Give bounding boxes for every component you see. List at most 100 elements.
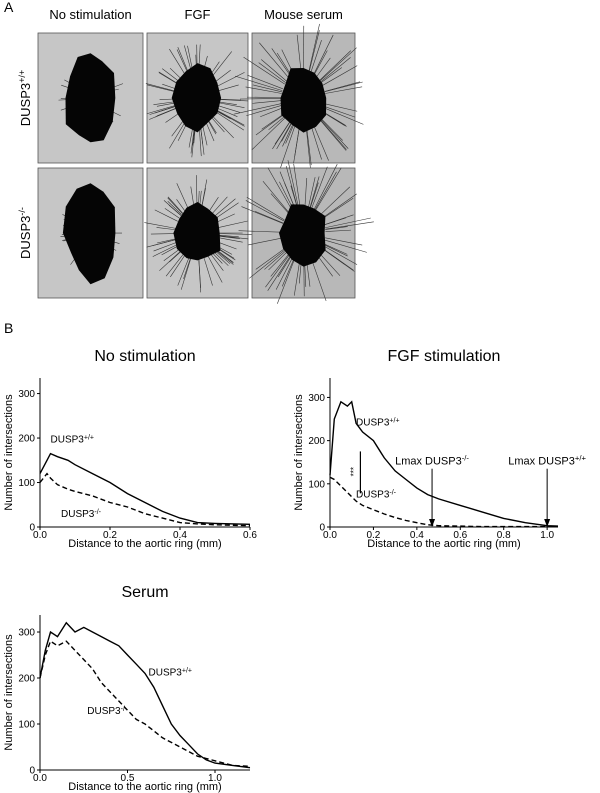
- sprout: [252, 84, 283, 93]
- sprout: [319, 50, 352, 81]
- panel-label: B: [4, 320, 13, 336]
- sprout: [207, 255, 223, 283]
- sprout: [218, 220, 248, 228]
- sprout: [254, 210, 284, 224]
- sprout: [158, 72, 179, 85]
- chart-title: Serum: [121, 584, 168, 601]
- sprout: [279, 122, 297, 170]
- y-tick-label: 0: [29, 766, 35, 777]
- sprout: [146, 104, 177, 115]
- sprout: [251, 115, 288, 151]
- sprout: [267, 254, 292, 291]
- sprout: [318, 117, 347, 150]
- sprout: [154, 209, 178, 222]
- chart-title: No stimulation: [94, 348, 195, 365]
- sprout: [167, 201, 182, 215]
- sprout: [305, 124, 311, 169]
- sprout: [216, 110, 231, 120]
- sprout: [214, 249, 231, 264]
- label-text: DUSP3: [18, 83, 33, 126]
- label-text: DUSP3: [87, 706, 121, 717]
- sprout: [171, 119, 185, 137]
- x-tick-label: 0.4: [410, 530, 424, 541]
- column-header: Mouse serum: [264, 7, 343, 22]
- sprout: [308, 177, 316, 208]
- sprout: [267, 167, 293, 211]
- sprout: [210, 253, 224, 271]
- series-line: [329, 476, 558, 528]
- sprout: [246, 104, 283, 117]
- sprout: [324, 217, 371, 229]
- sprout: [252, 100, 282, 104]
- aortic-ring: [279, 204, 326, 267]
- sprout: [324, 81, 363, 92]
- y-tick-label: 300: [308, 393, 325, 404]
- sprout: [183, 257, 191, 279]
- x-tick-label: 0.4: [173, 530, 187, 541]
- sprout: [261, 59, 287, 82]
- y-tick-label: 200: [18, 434, 35, 445]
- sprout: [245, 200, 285, 222]
- sprout: [218, 105, 241, 113]
- label-superscript: -/-: [94, 509, 101, 516]
- sprout: [245, 86, 282, 94]
- label-text: DUSP3: [149, 668, 183, 679]
- aortic-ring: [65, 53, 116, 143]
- sprout: [163, 200, 182, 216]
- label-text: DUSP3: [61, 509, 95, 520]
- sprout: [255, 247, 286, 270]
- sprout: [309, 176, 320, 208]
- sprout: [290, 185, 298, 208]
- y-axis-label: Number of intersections: [3, 394, 15, 511]
- chart-title: FGF stimulation: [388, 348, 501, 365]
- sprout: [320, 57, 351, 82]
- sprout: [219, 102, 245, 108]
- sprout: [162, 83, 177, 90]
- sprout: [169, 67, 183, 80]
- sprout: [156, 227, 176, 231]
- sprout: [324, 217, 346, 226]
- sprout: [196, 175, 198, 207]
- sprout: [319, 186, 351, 216]
- label-superscript: +/+: [182, 667, 192, 674]
- series-line: [39, 472, 251, 527]
- sprout: [305, 124, 312, 166]
- sprout: [308, 30, 320, 73]
- sprout: [277, 255, 292, 278]
- sprout: [167, 197, 183, 214]
- sprout: [243, 56, 285, 85]
- sprout: [217, 108, 238, 117]
- sprout: [325, 221, 374, 230]
- sprout: [216, 110, 245, 126]
- sprout: [319, 47, 357, 81]
- sprout: [217, 72, 245, 87]
- label-superscript: +/+: [575, 453, 587, 462]
- sprout: [170, 254, 186, 278]
- sprout: [285, 166, 298, 208]
- sprout: [201, 179, 208, 208]
- sprout: [310, 40, 322, 74]
- y-tick-label: 100: [18, 720, 35, 731]
- label-text: Lmax DUSP3: [508, 455, 575, 467]
- sprout: [156, 102, 176, 107]
- label-superscript: -/-: [17, 207, 27, 216]
- sprout: [213, 251, 229, 266]
- sprout: [313, 164, 338, 210]
- sprout: [219, 237, 243, 243]
- sprout: [163, 248, 181, 262]
- sprout: [322, 111, 345, 126]
- sprout: [276, 52, 292, 76]
- sprout: [324, 239, 367, 253]
- sprout: [322, 65, 358, 86]
- sprout: [314, 171, 337, 211]
- sprout: [274, 119, 292, 145]
- sprout: [284, 182, 296, 209]
- x-tick-label: 1.0: [208, 773, 222, 784]
- series-line: [39, 452, 251, 525]
- sprout: [201, 123, 208, 146]
- sprout: [325, 226, 348, 230]
- y-tick-label: 200: [18, 674, 35, 685]
- label-text: DUSP3: [18, 216, 33, 259]
- series-label: DUSP3+/+: [149, 667, 192, 679]
- label-superscript: +/+: [84, 434, 94, 441]
